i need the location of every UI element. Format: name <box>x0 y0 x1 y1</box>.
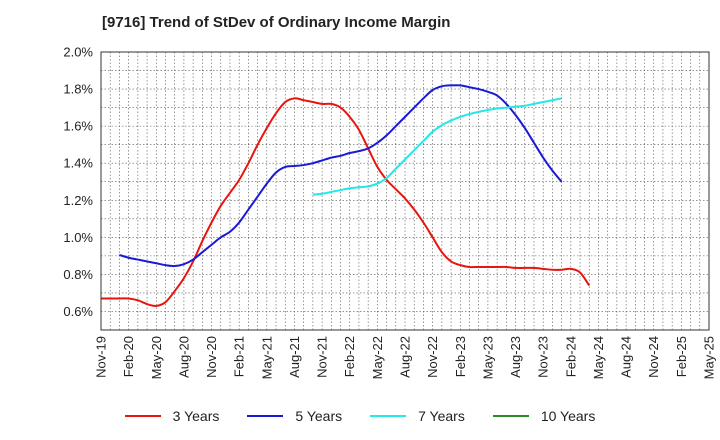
legend: 3 Years 5 Years 7 Years 10 Years <box>0 404 720 424</box>
x-tick-label: Feb-22 <box>342 336 357 377</box>
y-tick-label: 1.6% <box>63 119 93 134</box>
legend-item-7-years: 7 Years <box>370 408 465 424</box>
x-tick-label: Aug-20 <box>176 336 191 378</box>
y-tick-label: 1.0% <box>63 230 93 245</box>
series-lines <box>101 84 591 307</box>
legend-label: 3 Years <box>172 408 220 424</box>
legend-label: 7 Years <box>418 408 465 424</box>
y-tick-label: 2.0% <box>63 45 93 60</box>
x-tick-label: Nov-24 <box>646 336 661 378</box>
y-axis: 0.6% 0.8% 1.0% 1.2% 1.4% 1.6% 1.8% 2.0% <box>63 45 93 319</box>
x-tick-label: Aug-21 <box>287 336 302 378</box>
series-line-5-years <box>119 84 563 268</box>
legend-label: 10 Years <box>540 408 596 424</box>
legend-item-5-years: 5 Years <box>247 408 342 424</box>
x-tick-label: Aug-23 <box>508 336 523 378</box>
plot-frame <box>100 51 710 331</box>
x-tick-label: Feb-25 <box>674 336 689 377</box>
x-tick-label: Nov-20 <box>204 336 219 378</box>
x-tick-label: May-20 <box>149 336 164 379</box>
legend-swatch <box>370 415 407 417</box>
x-tick-label: May-25 <box>702 336 717 379</box>
legend-item-3-years: 3 Years <box>124 408 220 424</box>
x-tick-label: Feb-21 <box>232 336 247 377</box>
x-tick-label: May-23 <box>480 336 495 379</box>
x-tick-label: May-21 <box>259 336 274 379</box>
series-line-7-years <box>312 97 562 196</box>
x-tick-label: Feb-23 <box>453 336 468 377</box>
x-tick-label: Feb-20 <box>121 336 136 377</box>
x-tick-label: Nov-19 <box>94 336 109 378</box>
legend-swatch <box>492 415 529 417</box>
x-tick-label: Feb-24 <box>563 336 578 377</box>
legend-item-10-years: 10 Years <box>492 408 596 424</box>
chart-title: [9716] Trend of StDev of Ordinary Income… <box>102 14 451 31</box>
y-tick-label: 1.2% <box>63 193 93 208</box>
y-tick-label: 1.8% <box>63 82 93 97</box>
grid <box>101 52 709 330</box>
legend-swatch <box>124 415 161 417</box>
x-tick-label: May-24 <box>591 336 606 379</box>
x-tick-label: Aug-22 <box>398 336 413 378</box>
legend-label: 5 Years <box>295 408 343 424</box>
series-line-3-years <box>101 97 591 307</box>
x-tick-label: Nov-23 <box>536 336 551 378</box>
x-tick-label: Nov-21 <box>315 336 330 378</box>
x-tick-label: May-22 <box>370 336 385 379</box>
y-tick-label: 0.6% <box>63 304 93 319</box>
x-axis: Nov-19 Feb-20 May-20 Aug-20 Nov-20 Feb-21 May-… <box>94 336 717 379</box>
y-tick-label: 1.4% <box>63 156 93 171</box>
legend-swatch <box>247 415 284 417</box>
x-tick-label: Aug-24 <box>619 336 634 378</box>
x-tick-label: Nov-22 <box>425 336 440 378</box>
y-tick-label: 0.8% <box>63 267 93 282</box>
